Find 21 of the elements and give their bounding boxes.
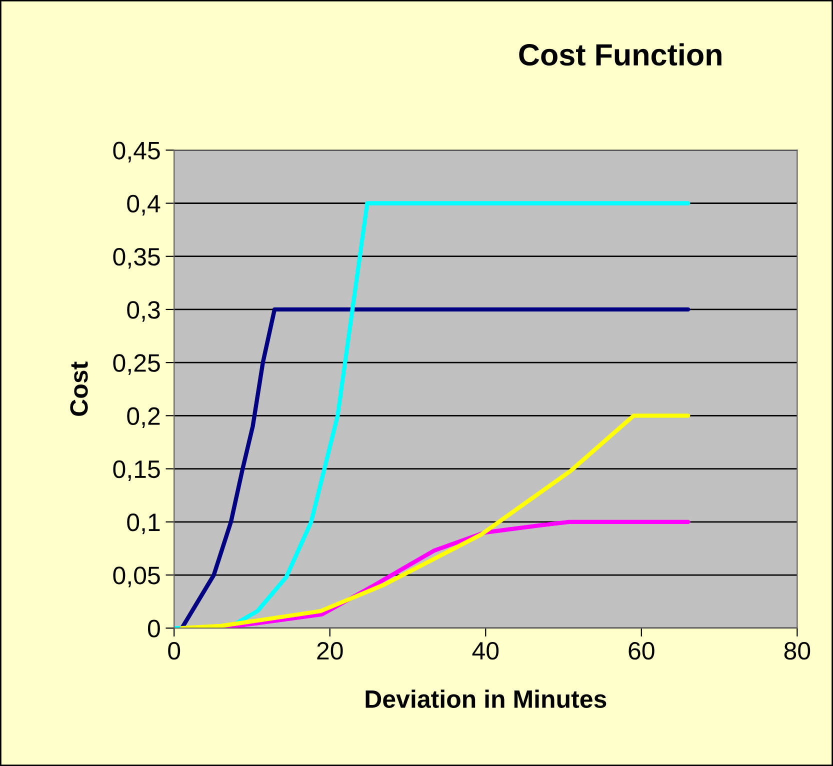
- line-series: [180, 307, 690, 628]
- y-tick-label: 0,05: [113, 566, 160, 588]
- y-tick-label: 0,1: [127, 514, 160, 534]
- y-tick-label: 0,25: [113, 354, 160, 375]
- line-series: [180, 414, 690, 628]
- x-tick-label: 80: [784, 642, 810, 660]
- x-tick-label: 0: [168, 642, 180, 660]
- y-tick-label: 0,45: [113, 142, 160, 162]
- x-axis-title: Deviation in Minutes: [366, 690, 606, 708]
- y-tick-label: 0: [148, 620, 160, 638]
- y-tick-label: 0,2: [127, 407, 160, 428]
- y-tick-label: 0,15: [113, 460, 160, 482]
- y-tick-label: 0,35: [113, 248, 160, 269]
- y-tick-label: 0,3: [127, 301, 160, 322]
- y-tick-label: 0,4: [127, 194, 160, 216]
- y-axis-title: Cost: [70, 362, 88, 416]
- x-tick-label: 20: [317, 642, 343, 660]
- chart-title: Cost Function: [519, 43, 722, 66]
- x-tick-label: 40: [472, 642, 499, 660]
- x-tick-label: 60: [628, 642, 654, 660]
- line-series: [174, 201, 690, 628]
